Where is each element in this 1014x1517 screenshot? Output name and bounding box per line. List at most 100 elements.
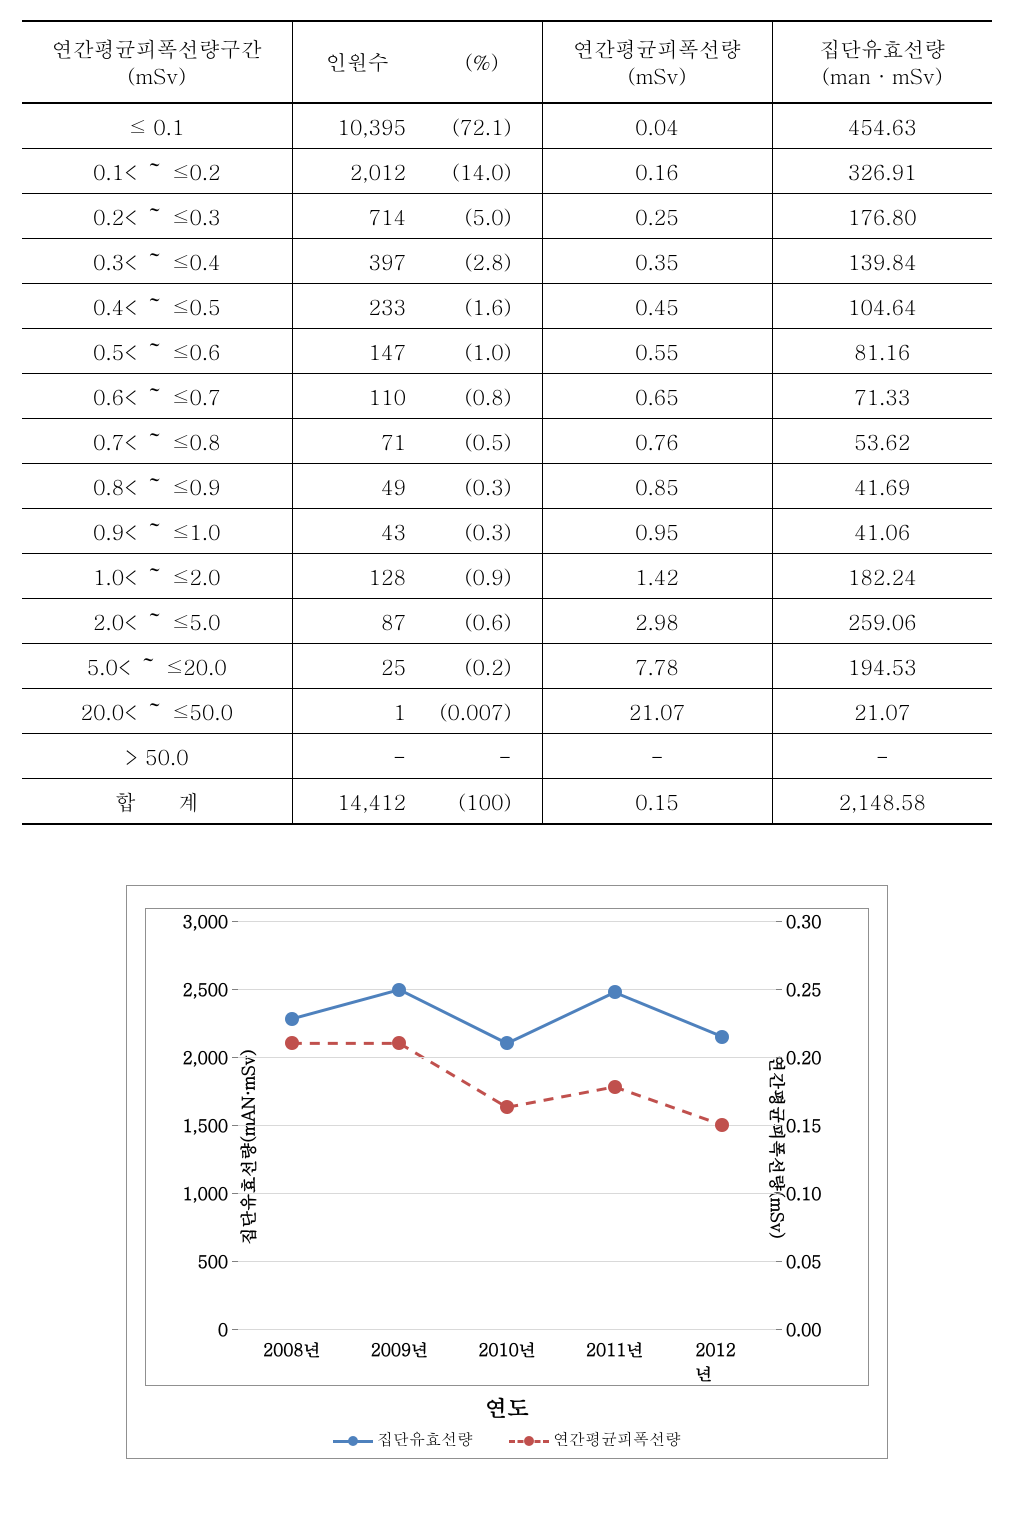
cell-pct: (1.6) xyxy=(422,284,542,329)
cell-total-pct: (100) xyxy=(422,779,542,825)
cell-count: 43 xyxy=(292,509,422,554)
gridline xyxy=(238,1057,776,1058)
legend-marker-icon xyxy=(524,1436,534,1446)
cell-eff: 194.53 xyxy=(772,644,992,689)
cell-pct: (1.0) xyxy=(422,329,542,374)
cell-eff: - xyxy=(772,734,992,779)
cell-range: 0.8< ～ ≤0.9 xyxy=(22,464,292,509)
cell-range: 0.1< ～ ≤0.2 xyxy=(22,149,292,194)
col-effective: 집단유효선량 (man · mSv) xyxy=(772,21,992,103)
table-row: ≤ 0.110,395(72.1)0.04454.63 xyxy=(22,103,992,149)
cell-range: 1.0< ～ ≤2.0 xyxy=(22,554,292,599)
col-avg-unit: (mSv) xyxy=(628,60,687,90)
cell-total-eff: 2,148.58 xyxy=(772,779,992,825)
y-left-label: 3,000 xyxy=(148,909,238,933)
cell-avg: 0.85 xyxy=(542,464,772,509)
table-row: 0.5< ～ ≤0.6147(1.0)0.5581.16 xyxy=(22,329,992,374)
gridline xyxy=(238,1125,776,1126)
cell-avg: 0.55 xyxy=(542,329,772,374)
cell-eff: 326.91 xyxy=(772,149,992,194)
gridline xyxy=(238,989,776,990)
yearly-chart: 집단유효선량(mAN·mSv) 연간평균피폭선량(mSv) 05001,0001… xyxy=(126,885,888,1459)
col-eff-unit: (man · mSv) xyxy=(822,60,943,90)
legend-swatch xyxy=(509,1434,549,1448)
cell-count: 71 xyxy=(292,419,422,464)
y-left-label: 1,000 xyxy=(148,1181,238,1205)
cell-total-label: 합 계 xyxy=(22,779,292,825)
y-right-label: 0.00 xyxy=(776,1317,866,1341)
cell-range: > 50.0 xyxy=(22,734,292,779)
y-left-label: 500 xyxy=(148,1249,238,1273)
y-left-label: 2,500 xyxy=(148,977,238,1001)
cell-count: 49 xyxy=(292,464,422,509)
y-right-label: 0.30 xyxy=(776,909,866,933)
y-right-label: 0.25 xyxy=(776,977,866,1001)
table-row: 0.9< ～ ≤1.043(0.3)0.9541.06 xyxy=(22,509,992,554)
table-row: 2.0< ～ ≤5.087(0.6)2.98259.06 xyxy=(22,599,992,644)
cell-eff: 41.69 xyxy=(772,464,992,509)
table-row: 0.2< ～ ≤0.3714(5.0)0.25176.80 xyxy=(22,194,992,239)
col-range-label: 연간평균피폭선량구간 xyxy=(52,33,262,63)
cell-avg: 0.04 xyxy=(542,103,772,149)
cell-count: 25 xyxy=(292,644,422,689)
y-left-label: 1,500 xyxy=(148,1113,238,1137)
cell-pct: (14.0) xyxy=(422,149,542,194)
x-label: 2008년 xyxy=(263,1337,321,1361)
cell-pct: (0.6) xyxy=(422,599,542,644)
cell-count: 233 xyxy=(292,284,422,329)
cell-pct: (5.0) xyxy=(422,194,542,239)
cell-pct: (0.9) xyxy=(422,554,542,599)
table-row: 5.0< ～ ≤20.025(0.2)7.78194.53 xyxy=(22,644,992,689)
series-marker xyxy=(392,1036,406,1050)
cell-pct: (0.007) xyxy=(422,689,542,734)
cell-range: 0.6< ～ ≤0.7 xyxy=(22,374,292,419)
legend-swatch xyxy=(333,1434,373,1448)
cell-pct: (0.5) xyxy=(422,419,542,464)
cell-range: 0.5< ～ ≤0.6 xyxy=(22,329,292,374)
col-range: 연간평균피폭선량구간 (mSv) xyxy=(22,21,292,103)
cell-total-count: 14,412 xyxy=(292,779,422,825)
cell-total-avg: 0.15 xyxy=(542,779,772,825)
cell-eff: 21.07 xyxy=(772,689,992,734)
chart-plot-area: 집단유효선량(mAN·mSv) 연간평균피폭선량(mSv) 05001,0001… xyxy=(145,908,869,1386)
cell-pct: (2.8) xyxy=(422,239,542,284)
col-range-unit: (mSv) xyxy=(127,60,186,90)
cell-avg: 21.07 xyxy=(542,689,772,734)
cell-avg: 2.98 xyxy=(542,599,772,644)
cell-range: ≤ 0.1 xyxy=(22,103,292,149)
series-marker xyxy=(392,983,406,997)
table-row: 0.1< ～ ≤0.22,012(14.0)0.16326.91 xyxy=(22,149,992,194)
cell-count: 10,395 xyxy=(292,103,422,149)
cell-avg: 0.65 xyxy=(542,374,772,419)
col-count: 인원수 xyxy=(292,21,422,103)
cell-count: 87 xyxy=(292,599,422,644)
y-right-label: 0.20 xyxy=(776,1045,866,1069)
cell-pct: (72.1) xyxy=(422,103,542,149)
cell-avg: 1.42 xyxy=(542,554,772,599)
cell-avg: - xyxy=(542,734,772,779)
legend-label: 연간평균피폭선량 xyxy=(553,1427,681,1450)
cell-count: - xyxy=(292,734,422,779)
y-right-label: 0.10 xyxy=(776,1181,866,1205)
table-row: 0.8< ～ ≤0.949(0.3)0.8541.69 xyxy=(22,464,992,509)
table-row: 1.0< ～ ≤2.0128(0.9)1.42182.24 xyxy=(22,554,992,599)
cell-pct: (0.3) xyxy=(422,509,542,554)
x-label: 2011년 xyxy=(586,1337,644,1361)
x-label: 2012년 xyxy=(695,1337,749,1385)
series-marker xyxy=(715,1030,729,1044)
cell-eff: 182.24 xyxy=(772,554,992,599)
cell-range: 0.9< ～ ≤1.0 xyxy=(22,509,292,554)
cell-range: 20.0< ～ ≤50.0 xyxy=(22,689,292,734)
cell-count: 128 xyxy=(292,554,422,599)
cell-count: 714 xyxy=(292,194,422,239)
cell-eff: 41.06 xyxy=(772,509,992,554)
series-marker xyxy=(285,1012,299,1026)
series-marker xyxy=(285,1036,299,1050)
exposure-table: 연간평균피폭선량구간 (mSv) 인원수 (%) 연간평균피폭선량 (mSv) … xyxy=(22,20,992,825)
x-label: 2009년 xyxy=(371,1337,429,1361)
legend-item: 집단유효선량 xyxy=(333,1427,473,1450)
y-left-label: 0 xyxy=(148,1317,238,1341)
series-marker xyxy=(608,1080,622,1094)
table-total-row: 합 계14,412(100)0.152,148.58 xyxy=(22,779,992,825)
cell-range: 2.0< ～ ≤5.0 xyxy=(22,599,292,644)
